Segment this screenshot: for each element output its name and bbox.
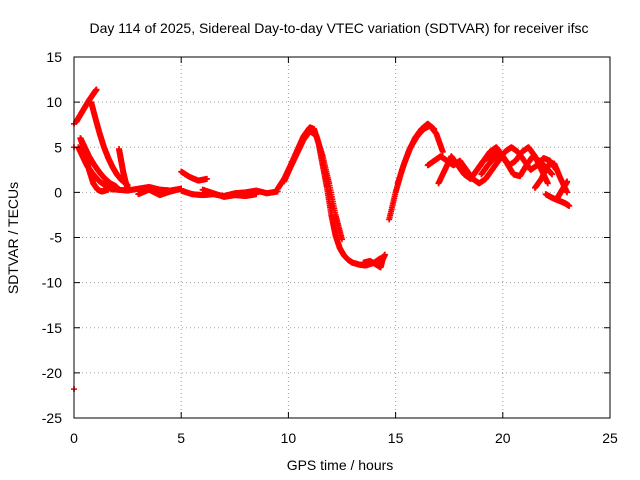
- x-axis-label: GPS time / hours: [287, 457, 394, 473]
- series-hump-inner: [281, 128, 345, 243]
- x-tick-label: 20: [495, 430, 511, 446]
- data-point: [381, 251, 388, 258]
- series-rise-15h: [386, 120, 438, 223]
- series-quiet-e: [199, 186, 260, 200]
- data-points: [71, 86, 573, 393]
- chart-title: Day 114 of 2025, Sidereal Day-to-day VTE…: [89, 20, 588, 36]
- data-point: [564, 178, 571, 185]
- series-hump-tail: [360, 251, 388, 271]
- data-point: [544, 180, 551, 187]
- y-tick-label: 0: [54, 184, 62, 200]
- x-tick-label: 25: [602, 430, 618, 446]
- series-drop-2h: [116, 146, 131, 191]
- y-tick-label: -15: [42, 320, 62, 336]
- data-point: [253, 191, 260, 198]
- series-tail-22h-c: [542, 191, 573, 209]
- y-tick-label: -25: [42, 410, 62, 426]
- series-rise-segment: [73, 86, 100, 125]
- data-point: [564, 189, 571, 196]
- y-tick-label: -20: [42, 365, 62, 381]
- y-axis-label: SDTVAR / TECUs: [5, 182, 21, 294]
- data-point: [566, 202, 573, 209]
- y-tick-label: 10: [46, 94, 62, 110]
- data-point: [439, 148, 446, 155]
- x-tick-label: 10: [281, 430, 297, 446]
- data-point: [93, 86, 100, 93]
- series-quiet-c: [178, 168, 210, 184]
- series-decay-a: [88, 99, 131, 189]
- data-point: [549, 171, 556, 178]
- series-plateau-15h: [394, 122, 446, 187]
- x-tick-label: 5: [177, 430, 185, 446]
- y-tick-label: 5: [54, 139, 62, 155]
- y-tick-label: -10: [42, 275, 62, 291]
- y-tick-label: -5: [50, 230, 63, 246]
- axis-ticks: 0 5 10 15 20 25 -25 -20 -15 -10 -5 0 5 10 15: [42, 49, 618, 446]
- x-tick-label: 15: [388, 430, 404, 446]
- x-tick-label: 0: [70, 430, 78, 446]
- y-tick-label: 15: [46, 49, 62, 65]
- data-point: [339, 236, 345, 243]
- data-point: [203, 175, 210, 182]
